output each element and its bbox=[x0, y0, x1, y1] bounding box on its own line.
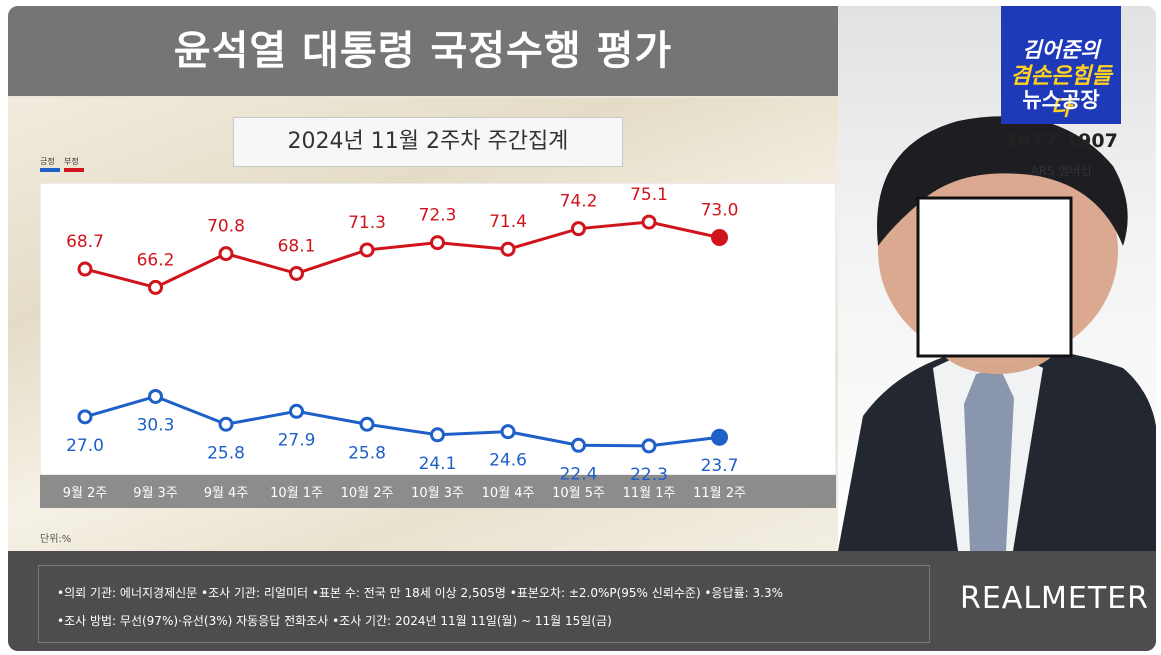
data-label-0-6: 71.4 bbox=[489, 212, 527, 232]
data-label-1-2: 25.8 bbox=[207, 443, 245, 463]
data-label-1-4: 25.8 bbox=[348, 443, 386, 463]
data-label-1-7: 22.4 bbox=[560, 464, 598, 484]
survey-note-line-1: •의뢰 기관: 에너지경제신문 •조사 기관: 리얼미터 •표본 수: 전국 만… bbox=[57, 586, 783, 600]
data-point-0-0 bbox=[77, 261, 93, 277]
series-line-1 bbox=[84, 394, 720, 448]
phone-number: 1877-1907 bbox=[1004, 130, 1118, 152]
x-tick-label-0: 9월 2주 bbox=[63, 486, 108, 501]
data-label-0-5: 72.3 bbox=[419, 206, 457, 226]
data-point-1-1 bbox=[148, 388, 163, 404]
data-point-0-5 bbox=[430, 235, 445, 251]
logo-line-3: 뉴스공장 bbox=[1022, 88, 1100, 112]
x-tick-label-8: 11월 1주 bbox=[623, 486, 676, 501]
data-label-0-4: 71.3 bbox=[348, 213, 386, 233]
legend-negative-swatch bbox=[64, 168, 84, 172]
data-point-1-4 bbox=[359, 416, 375, 432]
logo-line-1: 김어준의 bbox=[1022, 38, 1100, 62]
face-blur-box bbox=[916, 196, 1073, 358]
legend-negative-label: 부정 bbox=[64, 157, 79, 166]
data-point-0-3 bbox=[289, 265, 304, 281]
data-label-0-3: 68.1 bbox=[278, 236, 316, 256]
logo-line-2: 겸손은힘들다 bbox=[1010, 64, 1112, 121]
data-label-1-3: 27.9 bbox=[278, 430, 316, 450]
data-point-0-7 bbox=[571, 221, 586, 237]
data-label-0-7: 74.2 bbox=[560, 192, 598, 212]
data-point-1-6 bbox=[500, 424, 516, 440]
data-label-1-9: 23.7 bbox=[701, 456, 739, 476]
survey-notes: •의뢰 기관: 에너지경제신문 •조사 기관: 리얼미터 •표본 수: 전국 만… bbox=[38, 565, 930, 643]
data-label-0-0: 68.7 bbox=[66, 232, 104, 252]
x-tick-label-7: 10월 5주 bbox=[552, 486, 605, 501]
person-photo bbox=[838, 116, 1156, 551]
data-label-1-0: 27.0 bbox=[66, 436, 104, 456]
page-title: 윤석열 대통령 국정수행 평가 bbox=[173, 28, 673, 74]
x-tick-label-2: 9월 4주 bbox=[204, 486, 249, 501]
necktie bbox=[964, 368, 1014, 551]
plot-area bbox=[40, 183, 836, 476]
x-axis-band bbox=[40, 475, 836, 508]
data-point-1-9 bbox=[711, 428, 728, 446]
data-point-1-5 bbox=[430, 427, 445, 443]
data-label-0-2: 70.8 bbox=[207, 217, 245, 237]
legend-positive-label: 긍정 bbox=[40, 157, 55, 166]
x-tick-label-1: 9월 3주 bbox=[133, 486, 178, 501]
realmeter-logo: REALMETER bbox=[960, 581, 1149, 616]
legend-positive-swatch bbox=[40, 168, 60, 172]
x-tick-label-4: 10월 2주 bbox=[341, 486, 394, 501]
phone-subtitle: ARS 멤버십 bbox=[1030, 164, 1092, 178]
data-label-0-1: 66.2 bbox=[137, 250, 175, 270]
hair bbox=[877, 116, 1128, 246]
x-tick-label-5: 10월 3주 bbox=[411, 486, 464, 501]
data-point-1-0 bbox=[77, 409, 93, 425]
data-point-0-8 bbox=[641, 214, 657, 230]
data-label-1-5: 24.1 bbox=[419, 454, 457, 474]
data-point-1-7 bbox=[571, 437, 586, 453]
x-tick-label-6: 10월 4주 bbox=[482, 486, 535, 501]
data-point-0-2 bbox=[218, 246, 234, 262]
survey-note-line-2: •조사 방법: 무선(97%)·유선(3%) 자동응답 전화조사 •조사 기간:… bbox=[57, 614, 612, 628]
data-point-1-2 bbox=[218, 416, 234, 432]
x-tick-label-9: 11월 2주 bbox=[693, 486, 746, 501]
subtitle: 2024년 11월 2주차 주간집계 bbox=[233, 117, 623, 167]
line-chart: 68.7 66.2 70.8 68.1 71.3 72.3 71.4 74.2 75.1 73.0… bbox=[40, 183, 836, 508]
unit-label: 단위:% bbox=[40, 534, 72, 545]
show-logo: 김어준의 겸손은힘들다 뉴스공장 bbox=[1001, 6, 1121, 124]
data-point-0-9 bbox=[711, 228, 728, 246]
data-label-0-9: 73.0 bbox=[701, 200, 739, 220]
x-tick-label-3: 10월 1주 bbox=[270, 486, 323, 501]
data-label-1-8: 22.3 bbox=[630, 465, 668, 485]
broadcast-frame: 윤석열 대통령 국정수행 평가 김어준의 겸손은힘들다 뉴스공장 1877-19… bbox=[8, 6, 1156, 651]
series-line-0 bbox=[84, 220, 720, 289]
footer: •의뢰 기관: 에너지경제신문 •조사 기관: 리얼미터 •표본 수: 전국 만… bbox=[8, 551, 1156, 651]
data-label-0-8: 75.1 bbox=[630, 185, 668, 205]
data-label-1-6: 24.6 bbox=[489, 451, 527, 471]
data-point-0-1 bbox=[148, 279, 163, 295]
data-point-1-8 bbox=[641, 438, 657, 454]
data-point-0-4 bbox=[359, 242, 375, 258]
title-bar bbox=[8, 6, 838, 96]
data-label-1-1: 30.3 bbox=[137, 415, 175, 435]
data-point-1-3 bbox=[289, 403, 304, 419]
data-point-0-6 bbox=[500, 241, 516, 257]
